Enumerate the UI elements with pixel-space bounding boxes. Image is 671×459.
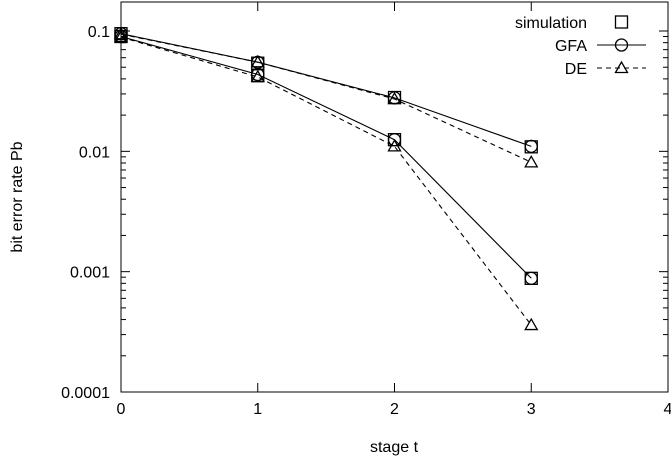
data-point-triangle — [387, 91, 402, 105]
y-axis-label: bit error rate Pb — [9, 141, 26, 252]
series-simulation — [114, 29, 538, 285]
x-tick-label: 1 — [253, 401, 262, 418]
series-line — [120, 33, 532, 163]
series-de — [113, 29, 539, 331]
y-tick-label: 0.01 — [79, 144, 110, 161]
legend-label: simulation — [515, 15, 587, 32]
x-tick-label: 2 — [390, 401, 399, 418]
series-line — [120, 33, 532, 147]
x-tick-label: 4 — [664, 401, 671, 418]
data-point-triangle — [524, 155, 539, 168]
data-point-triangle — [250, 54, 265, 68]
data-point-triangle — [113, 26, 129, 40]
legend-marker-square — [614, 15, 629, 29]
series-line — [120, 36, 532, 326]
data-point-triangle — [113, 29, 129, 43]
data-point-triangle — [524, 317, 539, 331]
x-tick-label: 0 — [117, 401, 126, 418]
x-axis-label: stage t — [370, 439, 419, 456]
y-tick-label: 0.0001 — [61, 385, 110, 402]
data-point-circle — [387, 133, 402, 147]
legend: simulation GFA DE — [515, 15, 646, 78]
y-tick-label: 0.001 — [70, 265, 110, 282]
series-gfa — [114, 29, 538, 285]
x-tick-label: 3 — [527, 401, 536, 418]
legend-marker-triangle — [614, 60, 629, 74]
data-point-circle — [524, 139, 538, 154]
legend-label: DE — [565, 61, 587, 78]
series-de — [113, 26, 539, 168]
data-point-triangle — [387, 139, 402, 152]
legend-label: GFA — [555, 38, 587, 55]
legend-marker-circle — [614, 38, 629, 52]
data-point-circle — [524, 271, 538, 285]
y-tick-label: 0.1 — [88, 24, 110, 41]
series-layer — [113, 26, 539, 331]
series-line — [120, 35, 532, 279]
data-point-circle — [251, 67, 265, 82]
data-point-triangle — [250, 69, 265, 83]
